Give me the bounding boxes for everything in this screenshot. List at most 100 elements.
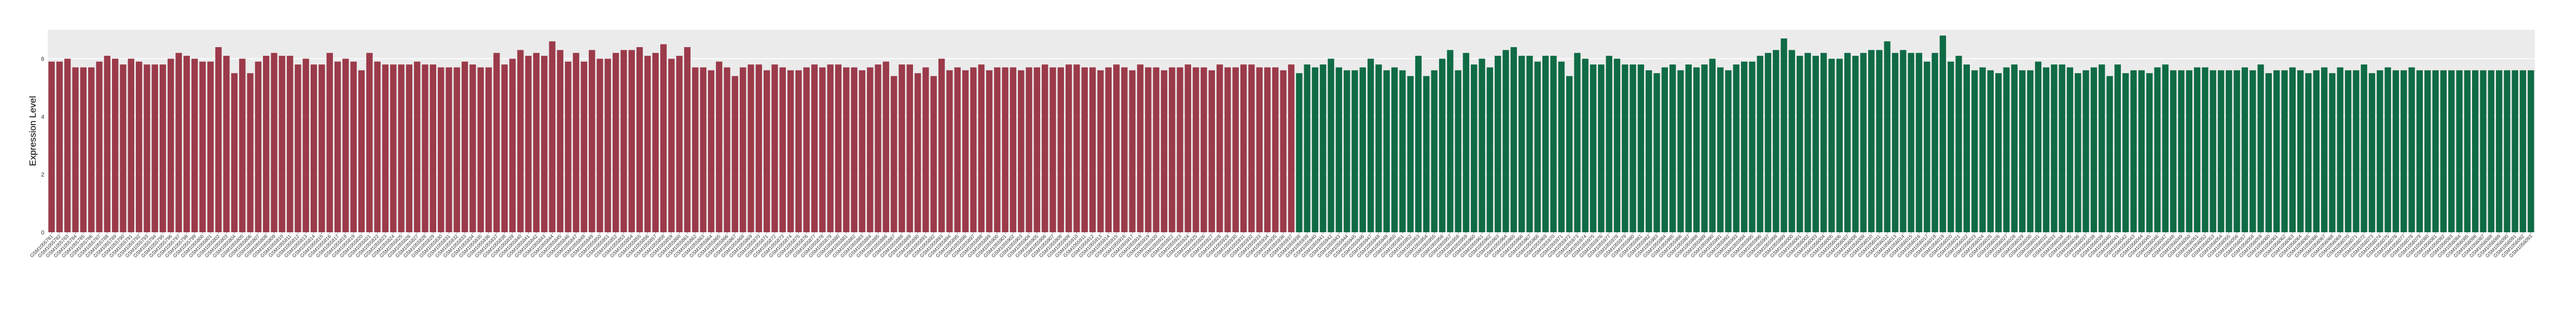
bar [1566, 76, 1573, 232]
bar [294, 64, 301, 232]
bar [1852, 56, 1859, 232]
bar [1328, 58, 1335, 232]
bar [271, 53, 278, 232]
bar [739, 67, 746, 232]
bar [676, 56, 683, 232]
bar [1765, 53, 1771, 232]
bar [1971, 70, 1978, 233]
bar [445, 67, 452, 232]
bar [2003, 67, 2010, 232]
bar [1780, 38, 1788, 233]
bar [1987, 70, 1994, 233]
bar [167, 58, 174, 232]
bar [1725, 70, 1732, 233]
bar [2416, 70, 2423, 233]
bar [2281, 70, 2288, 233]
bar [2480, 70, 2487, 233]
bar [286, 56, 293, 232]
bar [1812, 56, 1819, 232]
bar [120, 64, 127, 232]
bar [2098, 64, 2105, 232]
bar [2424, 70, 2431, 233]
bar [1097, 70, 1104, 233]
y-axis: 0 2 4 6 [41, 56, 44, 236]
bar [1828, 58, 1835, 232]
bar [382, 64, 389, 232]
bar [430, 64, 437, 232]
bar [262, 56, 270, 232]
bar [2503, 70, 2511, 233]
bar [890, 76, 897, 232]
bar [1447, 50, 1454, 233]
bar [1431, 70, 1438, 233]
bar [930, 76, 937, 232]
bar [1200, 67, 1207, 232]
bar [2273, 70, 2280, 233]
bar [644, 56, 651, 232]
bar [1057, 67, 1064, 232]
bar [2210, 70, 2217, 233]
bar [1319, 64, 1326, 232]
bar [628, 50, 635, 233]
bar [2091, 67, 2097, 232]
bar [1820, 53, 1827, 232]
bar [1034, 67, 1040, 232]
bar [509, 58, 516, 232]
bar [652, 53, 659, 232]
bar [2154, 67, 2161, 232]
bar [1359, 67, 1366, 232]
bar [2440, 70, 2447, 233]
bar [1240, 64, 1247, 232]
bar [279, 56, 286, 232]
bar [1312, 67, 1318, 232]
bar [1574, 53, 1581, 232]
bar [1534, 61, 1541, 233]
bar [962, 70, 969, 233]
bar [56, 61, 63, 233]
bar [2249, 70, 2256, 233]
bar [2520, 70, 2526, 233]
bar [318, 64, 325, 232]
bar [1749, 61, 1756, 233]
bar [843, 67, 850, 232]
bar [1470, 64, 1477, 232]
bar [906, 64, 914, 232]
bar [795, 70, 802, 233]
bar [2202, 67, 2209, 232]
bar [104, 56, 111, 232]
bar [787, 70, 794, 233]
bar [1415, 56, 1422, 232]
bar [1558, 61, 1565, 233]
bar [2067, 67, 2073, 232]
bar [1177, 67, 1184, 232]
bar [2011, 64, 2018, 232]
bar [485, 67, 492, 232]
bar [183, 56, 190, 232]
bar [1216, 64, 1223, 232]
bar [1908, 53, 1915, 232]
bar [207, 61, 214, 233]
bar [374, 61, 381, 233]
bar [1979, 67, 1986, 232]
bar [1161, 70, 1167, 233]
bar [1614, 58, 1620, 232]
bar [564, 61, 571, 233]
bar [1343, 70, 1350, 233]
bar [1677, 70, 1684, 233]
bar [803, 67, 810, 232]
bar [581, 61, 588, 233]
bar [175, 53, 182, 232]
bar [1105, 67, 1112, 232]
bar [978, 64, 985, 232]
bar [1089, 67, 1096, 232]
bar [413, 61, 420, 233]
bar [1288, 64, 1294, 232]
bar [231, 73, 238, 232]
bar [247, 73, 254, 232]
bar [96, 61, 103, 233]
bar [922, 67, 929, 232]
bar [732, 76, 739, 232]
bar [2194, 67, 2200, 232]
bar [2472, 70, 2479, 233]
